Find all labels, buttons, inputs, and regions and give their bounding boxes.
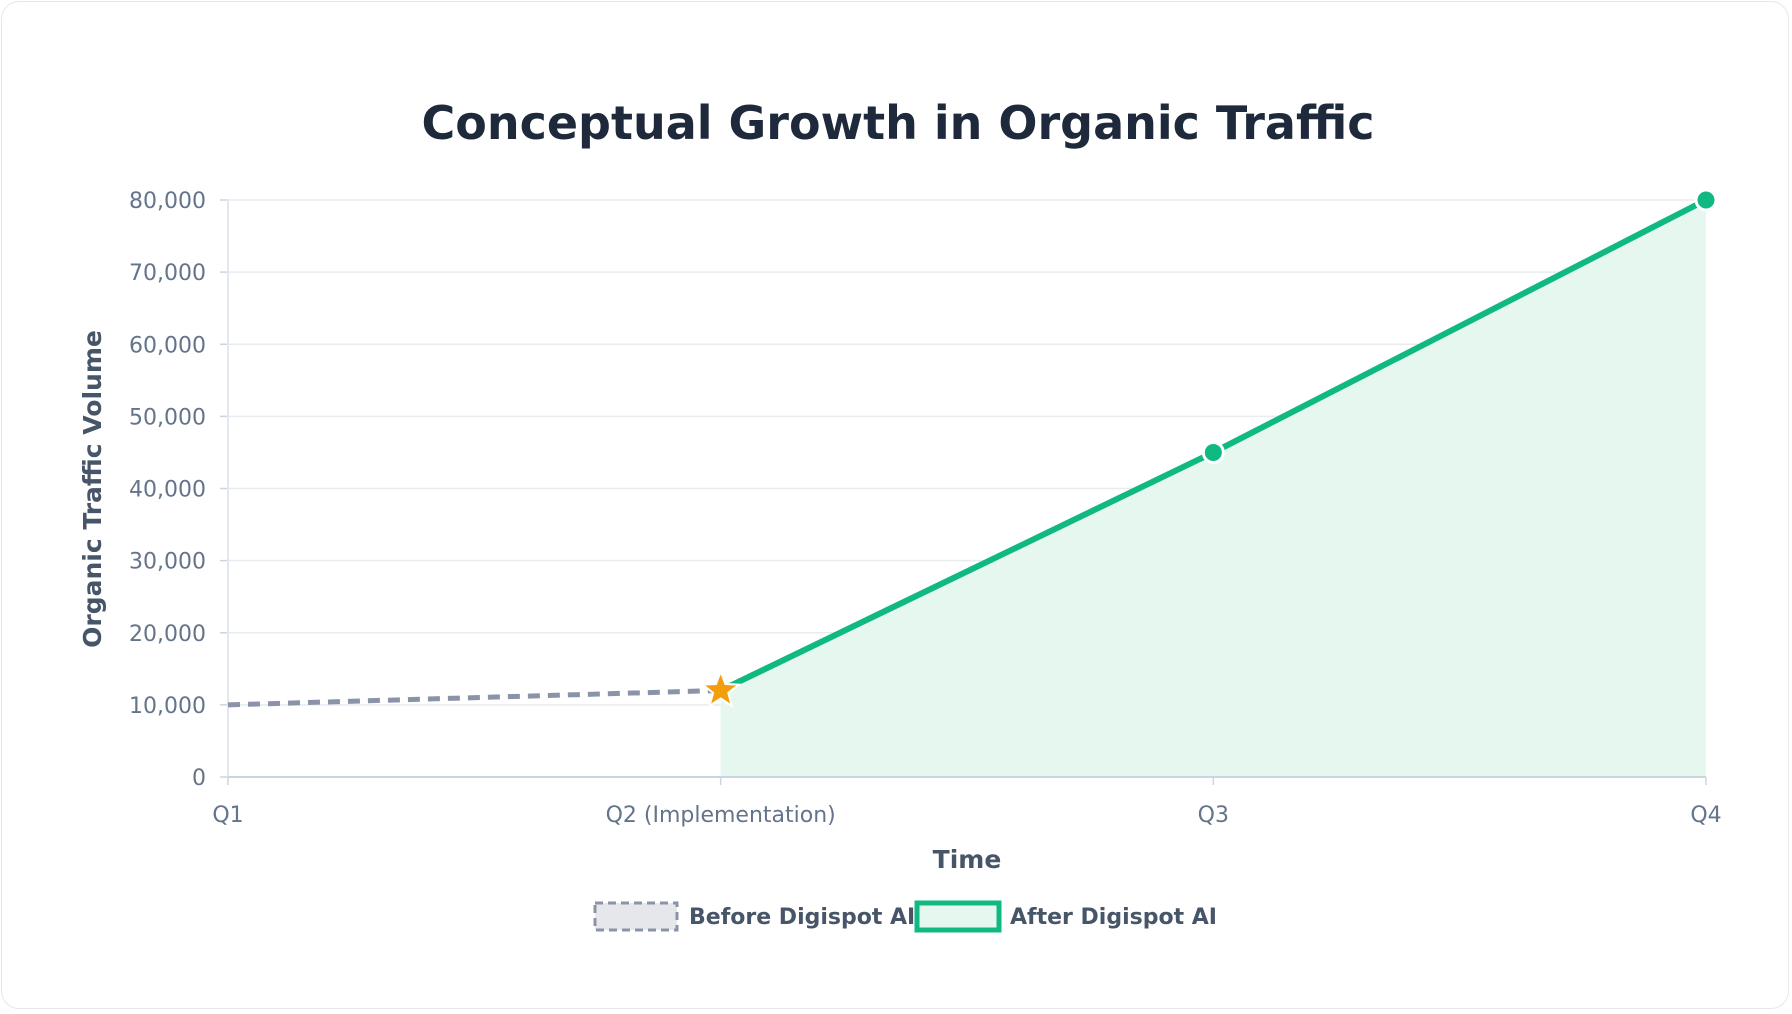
y-tick-label: 10,000 (129, 694, 206, 719)
legend-swatch-after (914, 900, 1002, 933)
implementation-star-icon (699, 668, 742, 709)
data-markers (699, 188, 1718, 709)
x-axis-title: Time (933, 845, 1002, 874)
before-line (227, 687, 721, 708)
x-tick-labels: Q1 Q2 (Implementation) Q3 Q4 (212, 803, 1721, 828)
data-point (1201, 440, 1225, 464)
y-tick-label: 30,000 (129, 550, 206, 575)
y-tick-label: 0 (192, 766, 206, 791)
y-axis-title: Organic Traffic Volume (78, 330, 107, 648)
y-tick-label: 20,000 (129, 622, 206, 647)
y-tick-label: 70,000 (129, 261, 206, 286)
x-tick-label: Q2 (Implementation) (606, 803, 836, 828)
y-tick-label: 80,000 (129, 189, 206, 214)
y-tick-label: 40,000 (129, 478, 206, 503)
y-tick-label: 50,000 (129, 405, 206, 430)
after-area (720, 200, 1706, 777)
axes (227, 200, 1707, 785)
after-area-fill (720, 200, 1706, 777)
x-tick-label: Q1 (212, 803, 243, 828)
chart-title: Conceptual Growth in Organic Traffic (421, 96, 1374, 150)
legend-label-after: After Digispot AI (1010, 905, 1217, 930)
y-tick-labels: 0 10,000 20,000 30,000 40,000 50,000 60,000 70,… (129, 189, 206, 791)
legend-swatch-before (593, 901, 679, 932)
y-tick-label: 60,000 (129, 333, 206, 358)
x-tick-label: Q3 (1198, 803, 1229, 828)
x-tick-label: Q4 (1690, 803, 1721, 828)
legend: Before Digispot AI After Digispot AI (593, 900, 1217, 933)
data-point (1694, 188, 1718, 212)
legend-label-before: Before Digispot AI (689, 905, 915, 930)
